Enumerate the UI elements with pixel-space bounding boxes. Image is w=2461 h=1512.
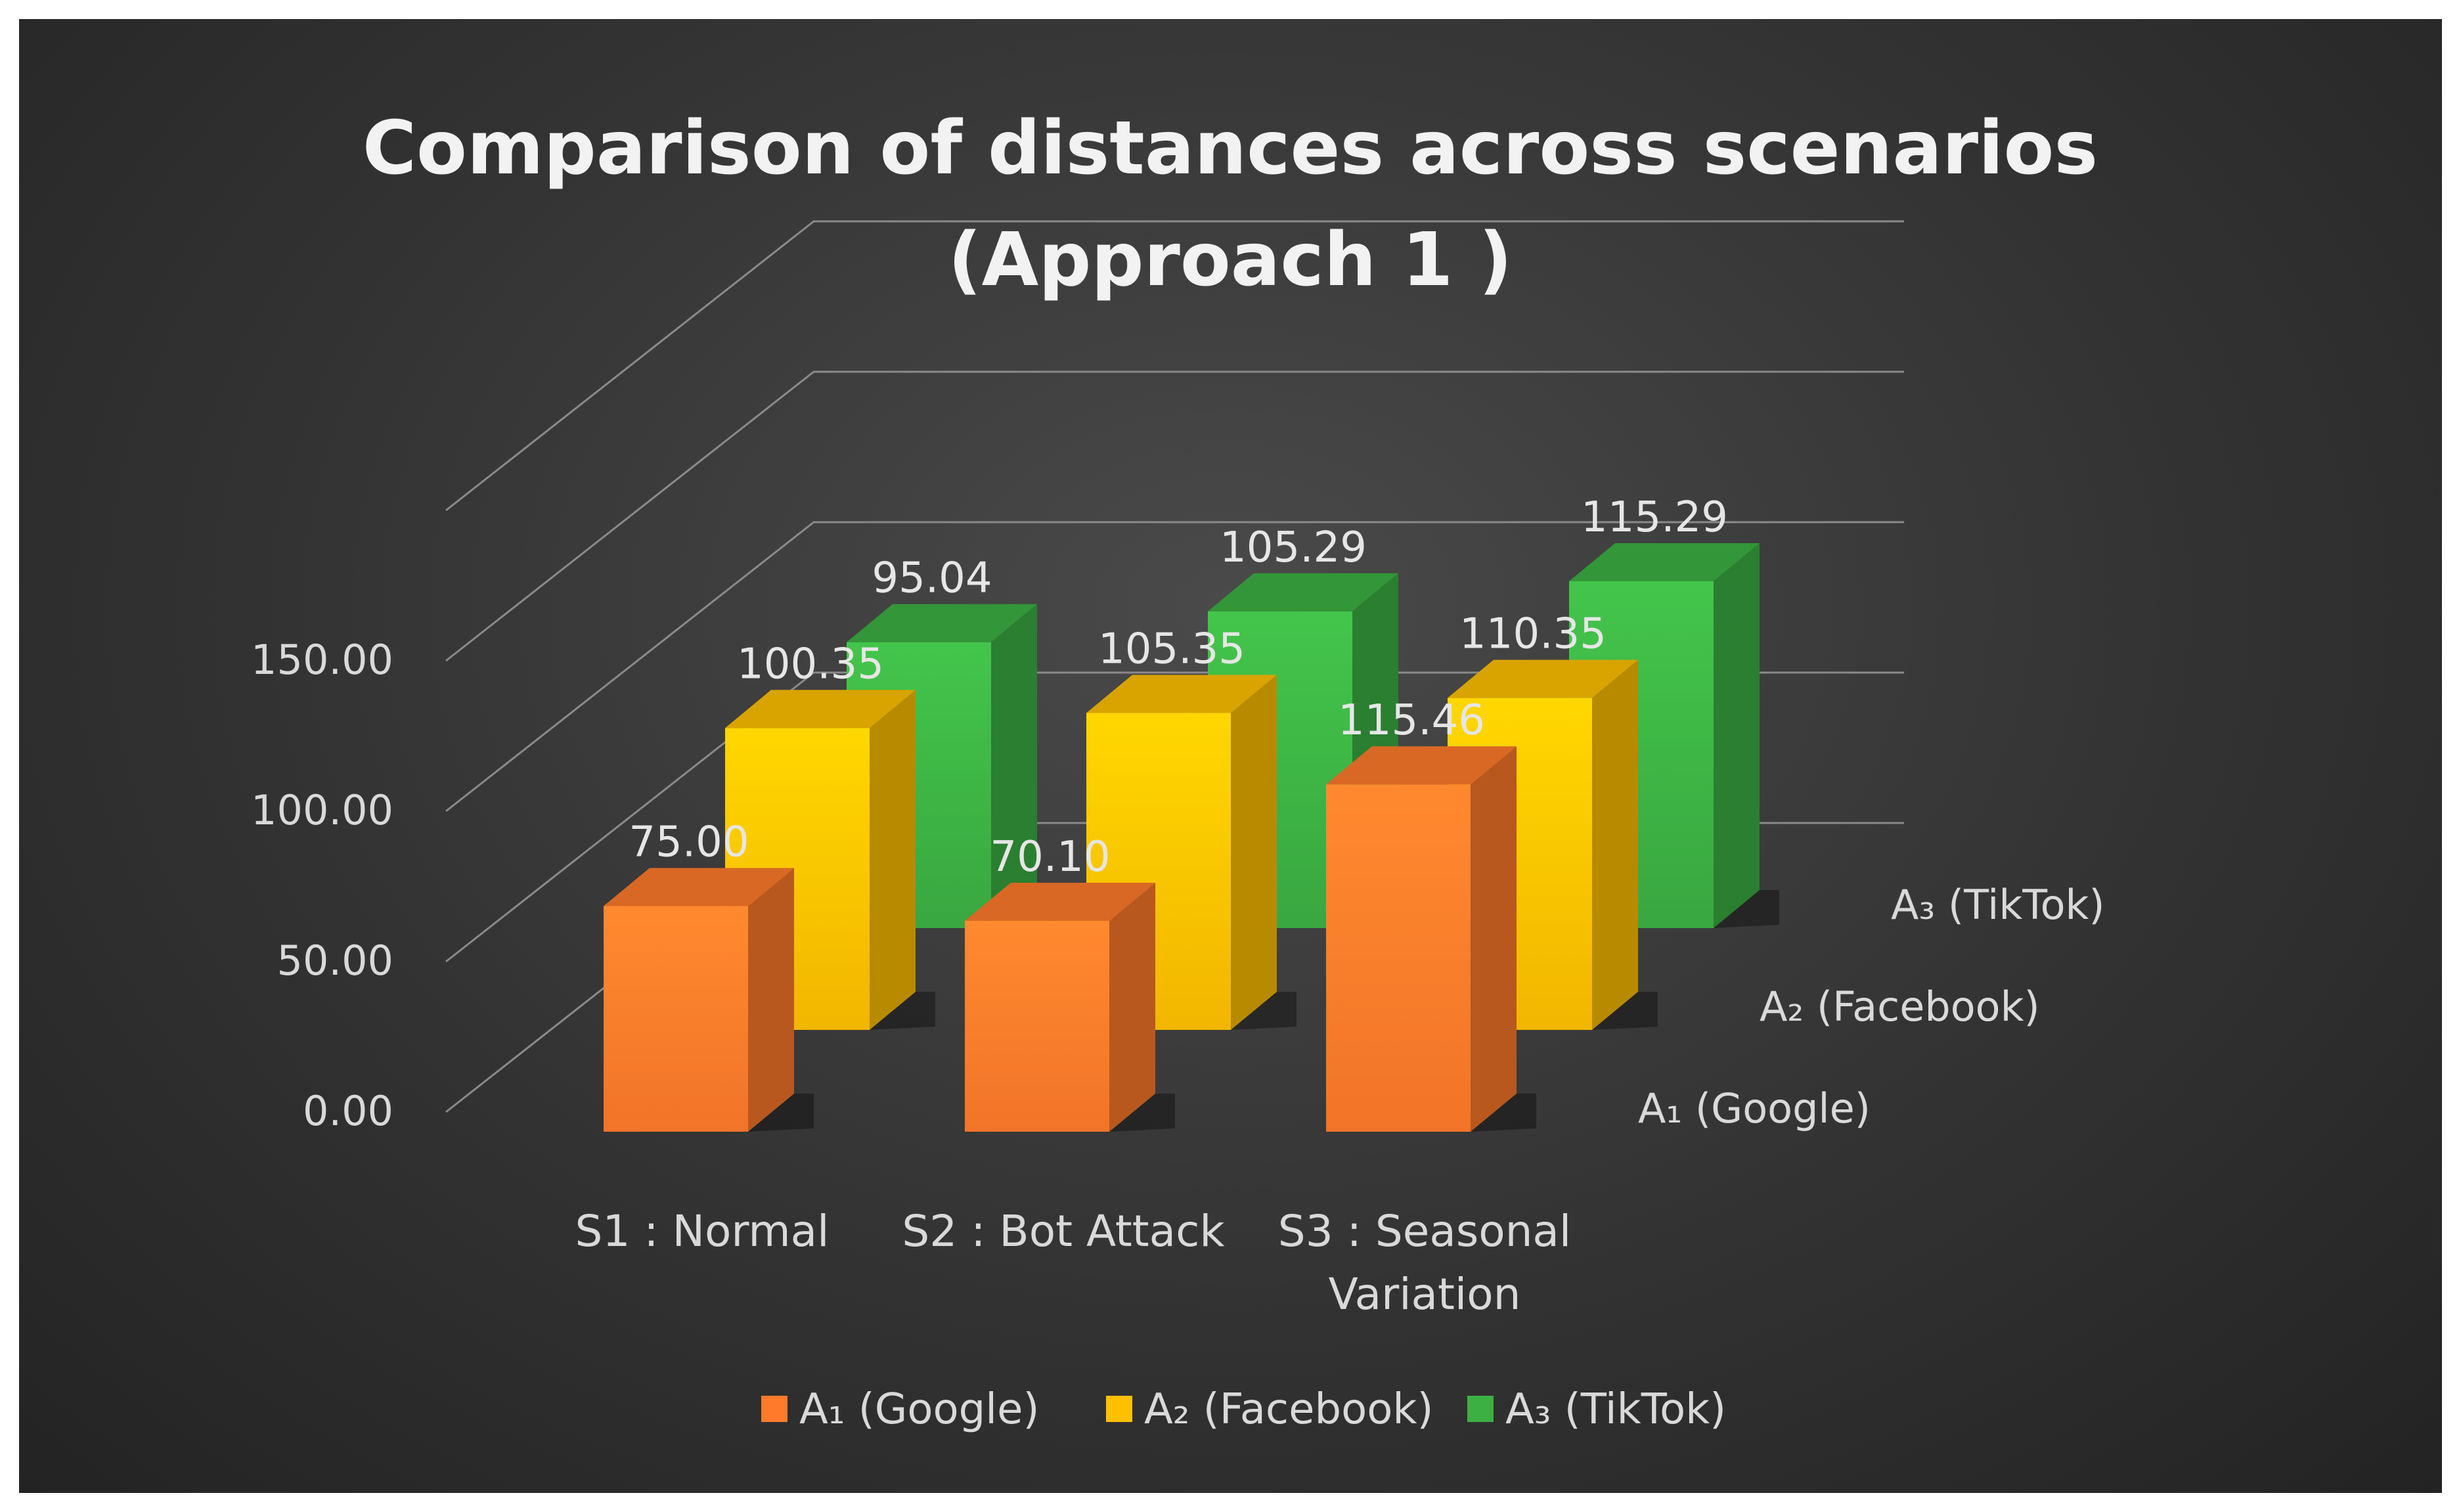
bars <box>604 543 1779 1132</box>
gridline-top <box>445 220 1904 512</box>
value-label: 105.35 <box>1098 625 1245 673</box>
y-tick-label: 150.00 <box>251 636 393 684</box>
legend: A₁ (Google) A₂ (Facebook) A₃ (TikTok) <box>761 1385 1726 1434</box>
category-label: S1 : Normal <box>575 1206 830 1256</box>
chart-title-line-1: Comparison of distances across scenarios <box>363 106 2098 191</box>
series-depth-label: A₁ (Google) <box>1638 1084 1871 1132</box>
category-labels: S1 : Normal S2 : Bot Attack S3 : Seasonal V… <box>575 1206 1572 1320</box>
legend-label: A₃ (TikTok) <box>1505 1385 1726 1434</box>
category-label: S2 : Bot Attack <box>902 1206 1225 1256</box>
bar-1-1 <box>604 868 814 1132</box>
legend-label: A₁ (Google) <box>799 1385 1039 1434</box>
y-axis-ticks: 0.00 50.00 100.00 150.00 <box>251 636 393 1135</box>
legend-swatch <box>1467 1396 1494 1422</box>
gridline-3 <box>445 370 1904 662</box>
value-label: 100.35 <box>737 640 884 688</box>
series-depth-labels: A₁ (Google) A₂ (Facebook) A₃ (TikTok) <box>1638 881 2105 1132</box>
bar-1-3 <box>1326 746 1536 1132</box>
value-label: 95.04 <box>872 554 992 603</box>
value-label: 70.10 <box>990 833 1110 881</box>
legend-swatch <box>761 1396 787 1422</box>
chart-svg: 0.00 50.00 100.00 150.00 95.04 105.29 115.29 1… <box>251 106 2105 1434</box>
value-label: 105.29 <box>1220 523 1367 572</box>
value-label: 115.46 <box>1338 696 1485 745</box>
legend-swatch <box>1106 1396 1132 1422</box>
bar-1-2 <box>965 882 1175 1132</box>
legend-label: A₂ (Facebook) <box>1144 1385 1433 1434</box>
bar-3-3 <box>1569 543 1779 928</box>
category-label: S3 : Seasonal Variation <box>1278 1206 1571 1320</box>
value-label: 110.35 <box>1459 610 1607 659</box>
y-tick-label: 100.00 <box>251 786 393 834</box>
series-depth-label: A₃ (TikTok) <box>1891 881 2105 929</box>
y-tick-label: 0.00 <box>303 1087 393 1135</box>
chart-title-line-2: (Approach 1 ) <box>948 217 1512 303</box>
chart-frame: 0.00 50.00 100.00 150.00 95.04 105.29 115.29 1… <box>19 19 2442 1493</box>
value-label: 75.00 <box>629 818 749 867</box>
gridline-2 <box>445 521 1904 812</box>
value-labels: 95.04 105.29 115.29 100.35 105.35 110.35 75.00… <box>629 493 1728 881</box>
value-label: 115.29 <box>1581 493 1728 542</box>
y-tick-label: 50.00 <box>277 937 394 985</box>
series-depth-label: A₂ (Facebook) <box>1760 983 2040 1031</box>
